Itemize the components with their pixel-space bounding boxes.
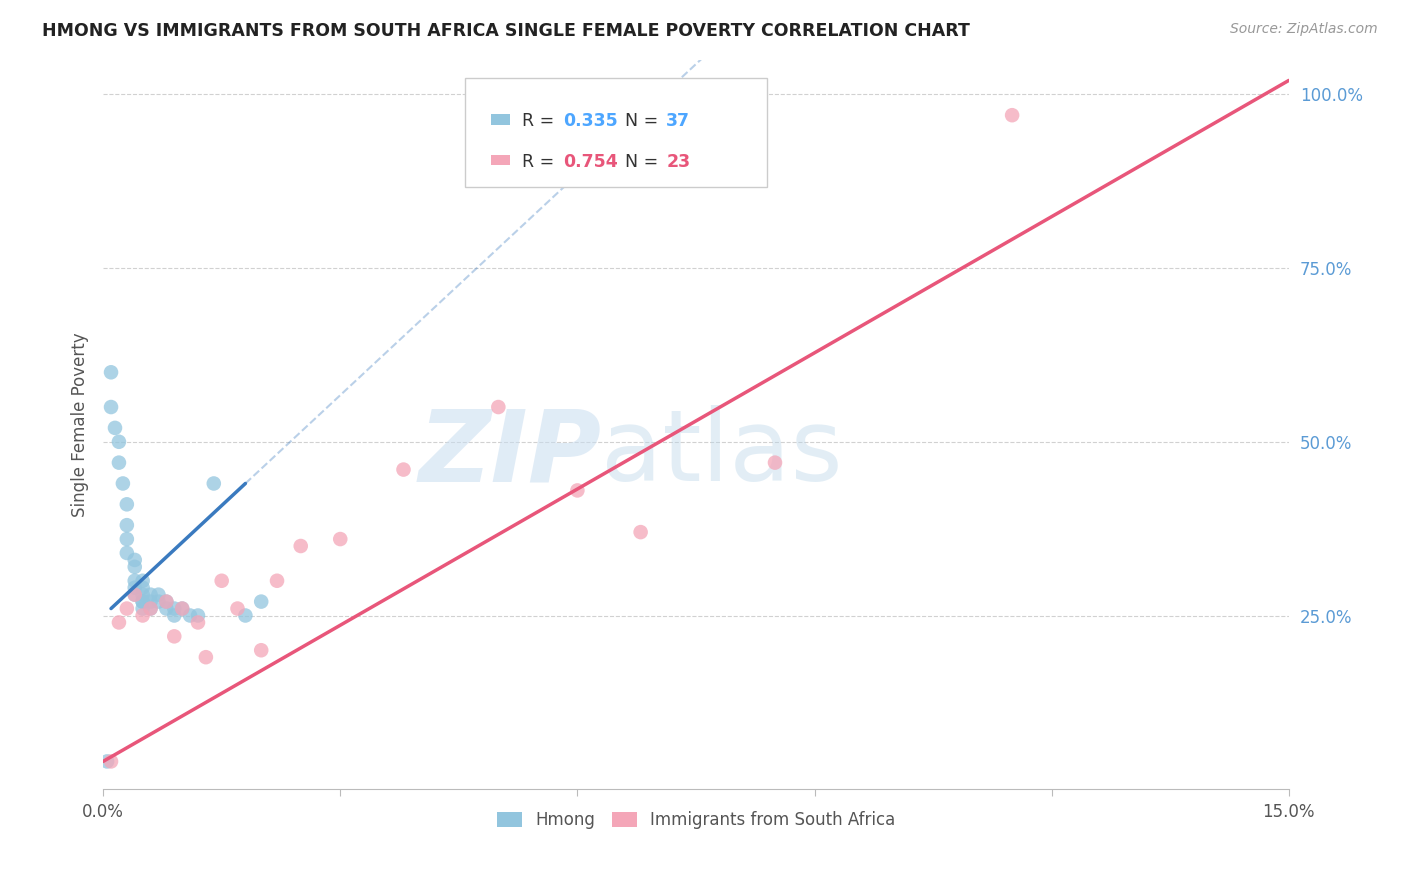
Point: [155, 601, 177, 615]
Point: [131, 581, 153, 595]
Point: [115, 532, 138, 546]
Text: ZIP: ZIP: [418, 405, 602, 502]
Point: [250, 643, 273, 657]
Point: [111, 476, 134, 491]
Text: N =: N =: [624, 112, 664, 130]
Text: R =: R =: [522, 153, 560, 170]
Point: [115, 497, 138, 511]
Point: [187, 615, 209, 630]
Point: [131, 588, 153, 602]
Point: [124, 588, 146, 602]
Point: [124, 581, 146, 595]
Point: [115, 546, 138, 560]
Point: [124, 588, 146, 602]
Point: [630, 525, 652, 540]
Text: 0.335: 0.335: [564, 112, 617, 130]
Point: [100, 755, 122, 769]
Point: [187, 608, 209, 623]
Text: 23: 23: [666, 153, 690, 170]
Point: [290, 539, 312, 553]
FancyBboxPatch shape: [491, 114, 510, 125]
Point: [486, 400, 509, 414]
Text: R =: R =: [522, 112, 560, 130]
Point: [329, 532, 352, 546]
Point: [1001, 108, 1024, 122]
Point: [163, 608, 186, 623]
Point: [567, 483, 589, 498]
Point: [96, 755, 118, 769]
Point: [139, 601, 162, 615]
Point: [148, 588, 170, 602]
Text: 0.754: 0.754: [564, 153, 617, 170]
Point: [124, 553, 146, 567]
Point: [100, 400, 122, 414]
Text: Source: ZipAtlas.com: Source: ZipAtlas.com: [1230, 22, 1378, 37]
Point: [155, 594, 177, 608]
Point: [211, 574, 233, 588]
FancyBboxPatch shape: [465, 78, 768, 187]
Point: [115, 518, 138, 533]
Point: [172, 601, 194, 615]
Text: 37: 37: [666, 112, 690, 130]
Point: [194, 650, 217, 665]
Point: [139, 594, 162, 608]
Point: [131, 574, 153, 588]
FancyBboxPatch shape: [491, 155, 510, 165]
Point: [108, 434, 131, 449]
Point: [115, 601, 138, 615]
Point: [124, 559, 146, 574]
Point: [148, 594, 170, 608]
Point: [250, 594, 273, 608]
Point: [202, 476, 225, 491]
Text: N =: N =: [624, 153, 664, 170]
Point: [108, 615, 131, 630]
Point: [139, 601, 162, 615]
Point: [100, 365, 122, 379]
Y-axis label: Single Female Poverty: Single Female Poverty: [72, 332, 89, 516]
Text: atlas: atlas: [602, 405, 842, 502]
Point: [131, 601, 153, 615]
Point: [235, 608, 257, 623]
Point: [763, 456, 786, 470]
Point: [163, 601, 186, 615]
Point: [131, 594, 153, 608]
Point: [108, 456, 131, 470]
Point: [131, 608, 153, 623]
Point: [163, 629, 186, 643]
Point: [266, 574, 288, 588]
Point: [131, 594, 153, 608]
Point: [226, 601, 249, 615]
Point: [139, 588, 162, 602]
Point: [172, 601, 194, 615]
Point: [155, 594, 177, 608]
Point: [124, 574, 146, 588]
Point: [179, 608, 201, 623]
Text: HMONG VS IMMIGRANTS FROM SOUTH AFRICA SINGLE FEMALE POVERTY CORRELATION CHART: HMONG VS IMMIGRANTS FROM SOUTH AFRICA SI…: [42, 22, 970, 40]
Point: [104, 421, 127, 435]
Point: [392, 462, 415, 476]
Legend: Hmong, Immigrants from South Africa: Hmong, Immigrants from South Africa: [491, 805, 901, 836]
